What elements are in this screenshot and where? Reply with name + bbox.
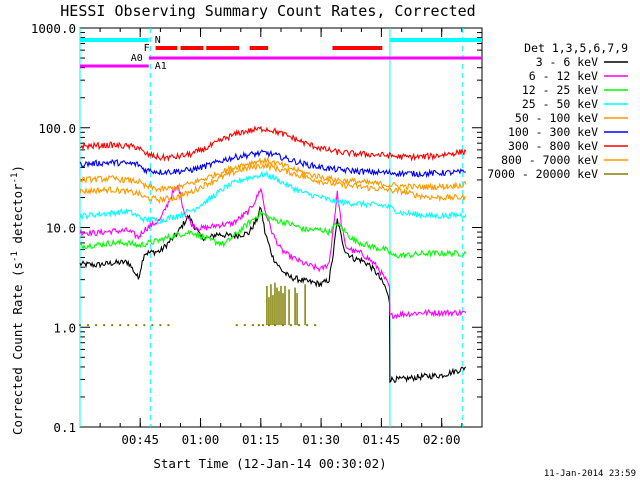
legend-label: 3 - 6 keV	[536, 55, 598, 69]
series-line-5	[79, 149, 466, 179]
series-line-6	[79, 125, 467, 163]
footer-timestamp: 11-Jan-2014 23:59	[544, 469, 636, 479]
y-tick-label: 10.0	[46, 221, 76, 236]
x-tick-label: 00:45	[121, 432, 159, 447]
legend-label: 6 - 12 keV	[529, 69, 598, 83]
y-tick-label: 0.1	[53, 420, 76, 435]
x-tick-label: 01:45	[363, 432, 401, 447]
high-energy-point	[87, 324, 90, 327]
high-energy-point	[235, 324, 238, 327]
high-energy-point	[257, 324, 260, 327]
high-energy-point	[95, 324, 98, 327]
high-energy-point	[261, 324, 264, 327]
high-energy-point	[243, 324, 246, 327]
x-axis-ticks: 00:45 01:00 01:15 01:30 01:45 02:00	[99, 28, 463, 447]
series-line-0	[79, 206, 467, 384]
x-tick-label: 02:00	[423, 432, 461, 447]
series-line-7	[79, 156, 467, 193]
high-energy-point	[167, 324, 170, 327]
high-energy-point	[143, 324, 146, 327]
series-line-3	[79, 170, 467, 224]
legend-label: 300 - 800 keV	[508, 139, 598, 153]
series-line-4	[79, 161, 467, 205]
high-energy-point	[119, 324, 122, 327]
y-tick-label: 1000.0	[31, 21, 76, 36]
legend-label: 25 - 50 keV	[522, 97, 598, 111]
high-energy-point	[135, 324, 138, 327]
flare-label: F	[144, 43, 150, 54]
high-energy-points	[79, 282, 317, 327]
y-axis-ticks: 1000.0 100.0 10.0 1.0 0.1	[31, 21, 482, 435]
high-energy-point	[306, 324, 309, 327]
high-energy-point	[103, 324, 106, 327]
night-label: N	[155, 35, 161, 46]
series-line-2	[79, 210, 467, 259]
a1-label: A1	[155, 61, 167, 72]
x-tick-label: 01:30	[302, 432, 340, 447]
interval-lines	[79, 28, 464, 427]
series-lines	[79, 125, 467, 384]
y-axis-label: Corrected Count Rate (s-1 detector-1)	[10, 165, 25, 435]
series-line-1	[79, 184, 467, 320]
legend-label: 800 - 7000 keV	[501, 153, 598, 167]
a0-label: A0	[131, 53, 143, 64]
high-energy-point	[159, 324, 162, 327]
x-axis-label: Start Time (12-Jan-14 00:30:02)	[153, 456, 386, 471]
high-energy-point	[127, 324, 130, 327]
plot-frame	[79, 27, 483, 428]
x-tick-label: 01:00	[182, 432, 220, 447]
legend-label: 12 - 25 keV	[522, 83, 598, 97]
y-tick-label: 100.0	[38, 121, 76, 136]
high-energy-point	[298, 324, 301, 327]
y-tick-label: 1.0	[53, 320, 76, 335]
high-energy-point	[151, 324, 154, 327]
legend-label: 7000 - 20000 keV	[487, 167, 598, 181]
high-energy-point	[314, 324, 317, 327]
high-energy-point	[79, 324, 81, 327]
high-energy-point	[251, 324, 254, 327]
legend-title: Det 1,3,5,6,7,9	[524, 41, 628, 55]
high-energy-point	[290, 324, 293, 327]
chart-title: HESSI Observing Summary Count Rates, Cor…	[60, 2, 475, 20]
x-tick-label: 01:15	[242, 432, 280, 447]
high-energy-point	[111, 324, 114, 327]
legend-label: 50 - 100 keV	[515, 111, 598, 125]
legend-label: 100 - 300 keV	[508, 125, 598, 139]
